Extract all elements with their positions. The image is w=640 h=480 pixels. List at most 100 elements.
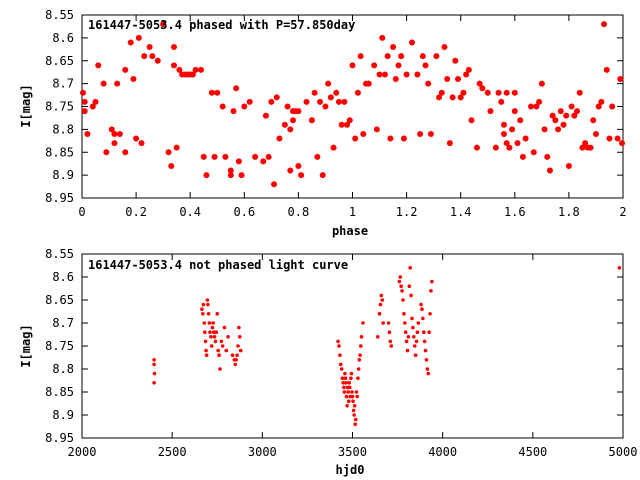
phased-data-point (452, 57, 459, 64)
unphased-data-point (343, 371, 347, 376)
unphased-data-point (398, 275, 403, 279)
unphased-data-point (377, 312, 382, 316)
phased-data-point (268, 98, 275, 105)
unphased-data-point (344, 394, 349, 399)
phased-y-tick-label: 8.95 (45, 191, 74, 205)
phased-data-point (111, 130, 118, 137)
phased-data-point (200, 153, 207, 160)
unphased-y-tick-label: 8.65 (45, 293, 74, 307)
phased-data-point (511, 108, 518, 115)
phased-data-point (465, 66, 472, 73)
phased-data-point (509, 126, 516, 133)
unphased-data-point (388, 339, 393, 344)
phased-data-point (549, 112, 556, 119)
phased-data-point (390, 44, 397, 51)
phased-x-tick-label: 0 (78, 205, 85, 219)
unphased-data-point (206, 302, 210, 307)
phased-data-point (80, 89, 86, 96)
phased-data-point (81, 98, 88, 105)
unphased-data-point (342, 385, 346, 390)
unphased-y-tick-label: 8.6 (52, 270, 74, 284)
unphased-data-point (203, 330, 207, 335)
unphased-data-point (410, 316, 414, 321)
unphased-data-point (356, 367, 361, 371)
unphased-data-point (230, 353, 235, 358)
unphased-data-point (361, 321, 365, 325)
unphased-y-tick-label: 8.7 (52, 316, 74, 330)
unphased-data-point (353, 422, 358, 427)
unphased-data-point (350, 394, 355, 399)
unphased-data-point (338, 353, 342, 358)
phased-plot-frame (81, 14, 624, 199)
phased-data-point (373, 126, 380, 133)
unphased-data-point (358, 344, 363, 348)
phased-data-point (95, 62, 102, 69)
phased-data-point (108, 126, 115, 133)
unphased-data-point (427, 330, 431, 335)
phased-data-point (468, 117, 475, 124)
phased-x-tick-label: 1.4 (450, 205, 472, 219)
phased-data-point (444, 76, 451, 83)
unphased-data-point (400, 289, 404, 293)
unphased-data-point (220, 344, 225, 348)
phased-data-point (135, 34, 142, 41)
phased-data-point (576, 89, 583, 96)
unphased-data-point (212, 335, 217, 339)
unphased-data-point (203, 339, 208, 344)
unphased-x-tick-label: 4000 (428, 445, 457, 459)
phased-data-point (384, 53, 391, 60)
phased-x-tick-label: 0.4 (179, 205, 201, 219)
phased-data-point (376, 71, 383, 78)
phased-data-point (571, 112, 578, 119)
unphased-data-point (429, 289, 433, 293)
phased-data-point (100, 80, 107, 87)
phased-data-point (619, 140, 625, 147)
phased-data-point (84, 130, 91, 137)
unphased-data-point (352, 404, 357, 408)
phased-data-point (552, 117, 559, 124)
unphased-data-point (207, 321, 212, 325)
unphased-data-point (351, 408, 356, 413)
phased-data-point (360, 130, 367, 137)
unphased-data-point (202, 321, 207, 325)
phased-y-tick-label: 8.9 (52, 168, 74, 182)
phased-x-tick-label: 1.2 (396, 205, 418, 219)
unphased-x-tick-label: 3000 (248, 445, 277, 459)
phased-data-point (271, 181, 278, 188)
unphased-data-point (152, 371, 157, 376)
unphased-data-point (213, 339, 218, 344)
phased-data-point (141, 53, 148, 60)
phased-data-point (333, 89, 340, 96)
unphased-data-point (201, 302, 206, 307)
phased-data-point (89, 103, 96, 110)
phased-data-point (238, 172, 245, 179)
unphased-data-point (237, 335, 242, 339)
unphased-data-point (617, 266, 622, 270)
phased-data-point (595, 103, 602, 110)
phased-chart: 8.55 8.6 8.65 8.7 8.75 8.8 8.85 8.9 8.95 0 0.2 0.4… (19, 8, 627, 238)
phased-data-point (598, 98, 605, 105)
phased-data-point (400, 135, 407, 142)
unphased-data-point (412, 335, 416, 339)
phased-data-point (344, 121, 351, 128)
phased-data-point (325, 80, 332, 87)
phased-data-point (617, 76, 624, 83)
unphased-data-point (381, 321, 385, 325)
phased-data-point (287, 167, 294, 174)
phased-data-point (260, 158, 267, 165)
phased-x-tick-label: 0.2 (125, 205, 147, 219)
phased-data-point (427, 130, 434, 137)
phased-data-point (341, 98, 348, 105)
phased-data-point (287, 126, 294, 133)
phased-data-point (346, 117, 353, 124)
phased-y-tick-label: 8.75 (45, 100, 74, 114)
phased-data-point (127, 39, 134, 46)
unphased-data-point (346, 399, 351, 404)
phased-data-point (484, 89, 491, 96)
phased-data-point (395, 62, 402, 69)
phased-data-point (403, 71, 410, 78)
phased-data-point (154, 57, 161, 64)
unphased-data-point (359, 335, 364, 339)
unphased-data-point (339, 367, 344, 371)
